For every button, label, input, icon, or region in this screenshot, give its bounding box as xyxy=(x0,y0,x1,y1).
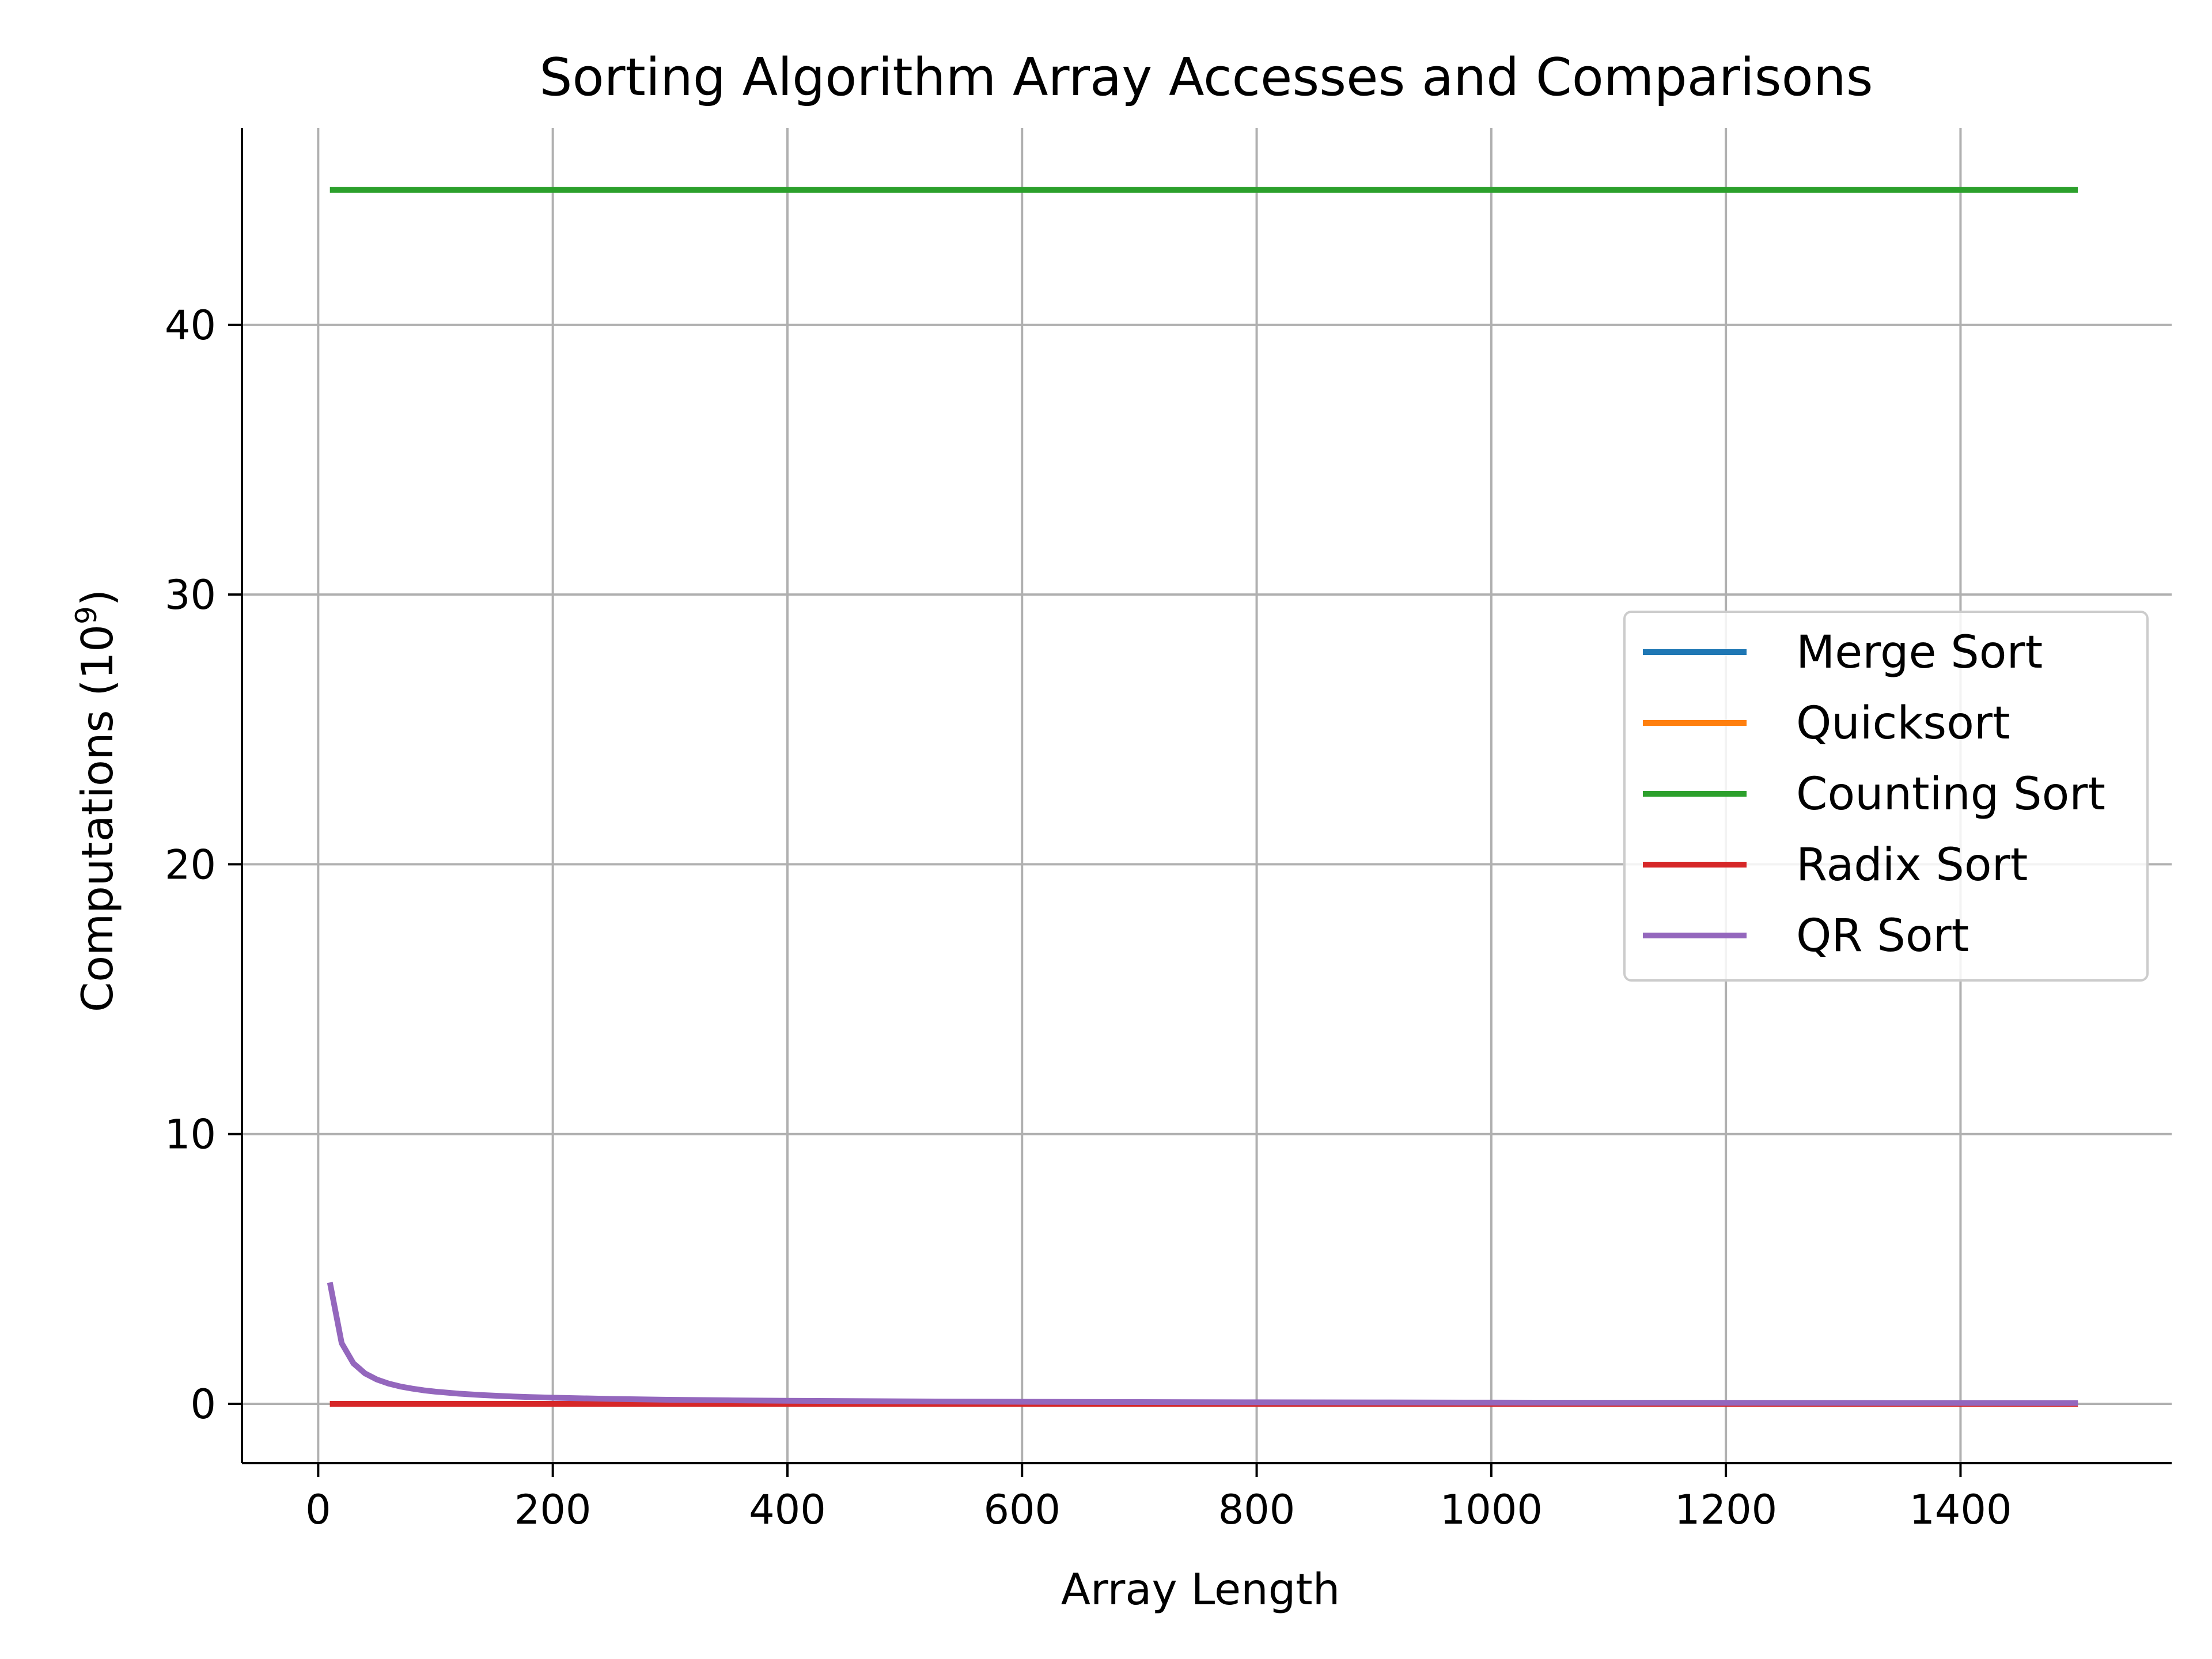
y-tick-label-0: 0 xyxy=(190,1381,216,1428)
y-axis-label-exponent: 9 xyxy=(70,606,103,624)
x-tick-label-2: 400 xyxy=(749,1486,826,1533)
x-tick-label-7: 1400 xyxy=(1909,1486,2012,1533)
y-axis-label-suffix: ) xyxy=(72,589,123,606)
legend-label-0: Merge Sort xyxy=(1796,627,2043,679)
legend: Merge Sort Quicksort Counting Sort Radix So… xyxy=(1623,611,2149,982)
y-tick-label-4: 40 xyxy=(165,302,216,349)
x-tick-label-1: 200 xyxy=(514,1486,592,1533)
x-axis-label: Array Length xyxy=(1061,1564,1340,1615)
x-tick-label-0: 0 xyxy=(305,1486,331,1533)
legend-label-3: Radix Sort xyxy=(1796,839,2028,891)
tick-labels: 0 200 400 600 800 1000 1200 1400 0 10 20 30 40 xyxy=(165,302,2012,1533)
y-tick-label-1: 10 xyxy=(165,1111,216,1158)
legend-label-4: QR Sort xyxy=(1796,910,1969,962)
x-tick-label-6: 1200 xyxy=(1675,1486,1777,1533)
legend-label-1: Quicksort xyxy=(1796,698,2010,749)
x-tick-label-3: 600 xyxy=(983,1486,1060,1533)
legend-box xyxy=(1623,611,2149,982)
y-axis-label: Computations (109) xyxy=(70,589,123,1012)
series-line-qr-sort xyxy=(327,1282,2078,1406)
series-layer xyxy=(327,187,2078,1407)
y-tick-label-2: 20 xyxy=(165,841,216,888)
chart-title: Sorting Algorithm Array Accesses and Com… xyxy=(539,47,1873,108)
legend-label-2: Counting Sort xyxy=(1796,768,2105,820)
x-tick-label-5: 1000 xyxy=(1440,1486,1543,1533)
y-axis-label-main: Computations (10 xyxy=(72,624,123,1012)
x-tick-label-4: 800 xyxy=(1218,1486,1296,1533)
axes xyxy=(228,128,2172,1477)
y-tick-label-3: 30 xyxy=(165,571,216,619)
